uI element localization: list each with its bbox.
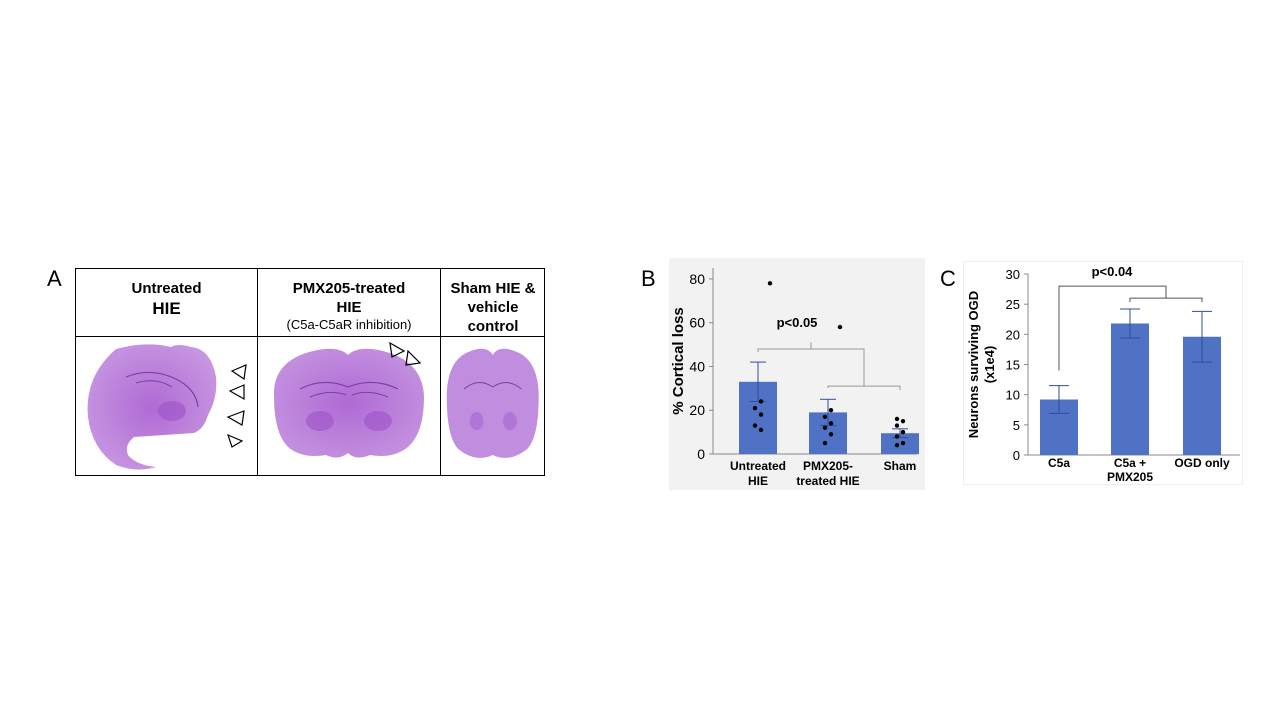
p-value-annotation: p<0.05 bbox=[777, 315, 818, 330]
data-point bbox=[822, 440, 828, 446]
y-tick-label: 40 bbox=[689, 358, 705, 374]
brain-section-shape bbox=[446, 348, 539, 458]
header-line-2: vehicle control bbox=[467, 299, 519, 335]
histology-table: Untreated HIE bbox=[75, 268, 545, 476]
header-line-2: HIE bbox=[152, 299, 181, 318]
sham-column bbox=[438, 269, 544, 475]
column-header: Sham HIE & vehicle control bbox=[441, 269, 545, 337]
panel-c-letter: C bbox=[940, 266, 956, 291]
header-line-3: (C5a-C5aR inhibition) bbox=[286, 317, 412, 332]
header-line-1: Sham HIE & bbox=[450, 280, 536, 297]
y-tick-label: 0 bbox=[1013, 448, 1020, 463]
header-line-1: PMX205-treated bbox=[292, 280, 406, 297]
y-tick-label: 10 bbox=[1006, 388, 1020, 403]
data-point bbox=[822, 425, 828, 430]
brain-section-shape bbox=[87, 344, 217, 470]
data-point bbox=[828, 408, 834, 413]
data-point bbox=[767, 281, 773, 286]
y-axis-label-unit: (x1e4) bbox=[982, 346, 997, 384]
triangle-markers bbox=[226, 364, 247, 448]
bar bbox=[1111, 323, 1149, 455]
data-point bbox=[900, 418, 906, 424]
data-point bbox=[837, 324, 843, 330]
column-sham-content: Sham HIE & vehicle control bbox=[440, 269, 545, 475]
x-tick-label: PMX205- bbox=[803, 459, 853, 473]
brain-section-image bbox=[438, 337, 544, 475]
x-tick-label: OGD only bbox=[1174, 456, 1230, 470]
brain-section-svg bbox=[446, 348, 539, 458]
y-tick-label: 30 bbox=[1006, 267, 1020, 282]
data-point bbox=[752, 423, 758, 428]
x-tick-label: PMX205 bbox=[1107, 470, 1153, 484]
y-tick-label: 20 bbox=[1006, 327, 1020, 342]
brain-section-image bbox=[441, 337, 545, 475]
data-point bbox=[828, 421, 834, 426]
data-point bbox=[894, 423, 900, 428]
x-tick-label: C5a + bbox=[1114, 456, 1146, 470]
significance-bracket bbox=[757, 348, 865, 387]
data-point bbox=[758, 399, 764, 404]
column-pmx205: PMX205-treated HIE (C5a-C5aR inhibition) bbox=[257, 269, 440, 475]
y-tick-label: 60 bbox=[689, 315, 705, 331]
y-tick-label: 80 bbox=[689, 271, 705, 287]
y-tick-label: 0 bbox=[697, 446, 705, 462]
y-tick-label: 5 bbox=[1013, 418, 1020, 433]
x-tick-label: Untreated bbox=[730, 459, 786, 473]
data-point bbox=[822, 414, 828, 419]
data-point bbox=[894, 416, 900, 422]
x-tick-label: C5a bbox=[1048, 456, 1070, 470]
header-line-2: HIE bbox=[336, 299, 362, 316]
significance-bracket bbox=[1129, 297, 1203, 303]
panel-b-letter: B bbox=[641, 266, 656, 291]
y-axis-label: Neurons surviving OGD bbox=[966, 291, 981, 438]
brain-section-shape bbox=[273, 348, 424, 458]
x-tick-label: treated HIE bbox=[796, 474, 859, 488]
brain-section-image bbox=[258, 337, 440, 475]
x-tick-label: HIE bbox=[748, 474, 768, 488]
data-point bbox=[758, 427, 764, 433]
y-tick-label: 20 bbox=[689, 402, 705, 418]
bar bbox=[881, 433, 919, 454]
data-point bbox=[828, 432, 834, 437]
significance-bracket bbox=[1058, 285, 1167, 371]
brain-section-image bbox=[76, 337, 257, 475]
p-value-annotation: p<0.04 bbox=[1092, 264, 1134, 279]
data-point bbox=[894, 443, 900, 448]
column-untreated: Untreated HIE bbox=[76, 269, 257, 475]
significance-bracket bbox=[827, 385, 901, 391]
triangle-markers bbox=[389, 341, 422, 366]
data-point bbox=[758, 412, 764, 417]
column-header: Untreated HIE bbox=[76, 269, 257, 337]
y-tick-label: 25 bbox=[1006, 297, 1020, 312]
panel-a-letter: A bbox=[47, 266, 62, 291]
y-axis-label: % Cortical loss bbox=[670, 307, 687, 415]
chart-c: 0 5 10 15 20 25 30 Neurons surviving OGD (x1e4) C… bbox=[966, 264, 1240, 484]
striatum-right bbox=[503, 412, 517, 430]
header-line-1: Untreated bbox=[131, 280, 202, 297]
data-point bbox=[894, 434, 900, 439]
y-tick-label: 15 bbox=[1006, 358, 1020, 373]
striatum-left bbox=[469, 412, 484, 430]
data-point bbox=[900, 429, 906, 435]
column-header: PMX205-treated HIE (C5a-C5aR inhibition) bbox=[258, 269, 440, 337]
data-point bbox=[900, 440, 906, 446]
x-tick-label: Sham bbox=[884, 459, 917, 473]
data-point bbox=[752, 405, 758, 411]
hippocampus-outline bbox=[463, 382, 522, 390]
